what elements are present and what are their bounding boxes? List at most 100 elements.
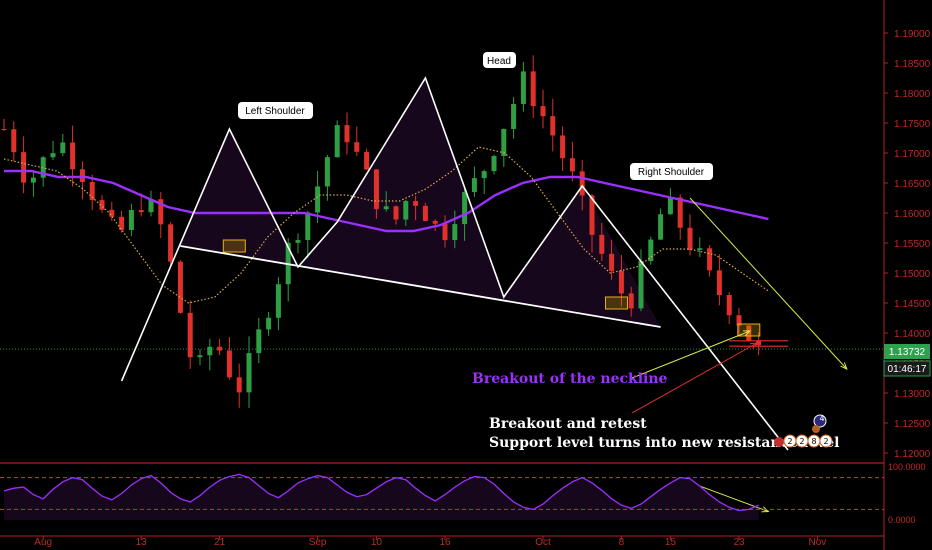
candle-body [579,171,585,196]
y-tick-label: 1.15500 [894,239,931,250]
candle-body [393,206,399,220]
candle-body [344,125,350,143]
y-tick-label: 1.15000 [894,269,931,280]
retest-arrow [631,342,758,414]
candle-body [618,270,624,294]
candle-body [716,270,722,296]
candle-body [30,177,36,183]
support-highlight-box [737,323,761,337]
candle-body [217,346,223,351]
candle-body [226,350,232,378]
x-tick-label: Aug [34,537,52,548]
breakout-arrow-head [742,330,752,337]
candle-body [128,210,134,230]
candle-body [413,201,419,206]
candle-body [550,116,556,136]
candle-body [324,157,330,187]
candle-body [246,353,252,393]
retest-annotation-line2: Support level turns into new resistance … [489,435,840,451]
candle-body [628,293,634,309]
candle-body [462,192,468,225]
current-price-tag: 1.13732 01:46:17 [883,344,931,377]
candle-body [79,169,85,183]
badge-top: 4 [819,414,824,423]
current-price: 1.13732 [889,347,926,358]
reaction-badges[interactable]: 4 2 2 8 2 [774,414,833,448]
oscillator-panel: 100.0000 0.0000 [0,462,926,525]
candle-body [609,253,615,271]
candle-body [305,212,311,241]
sma-50-line [3,146,769,304]
trend-arrow-head [840,362,848,370]
candle-body [432,220,438,224]
candle-body [334,125,340,158]
pattern-zigzag [120,76,789,451]
badge-2: 2 [799,437,804,446]
left-shoulder-label: Left Shoulder [245,106,305,117]
candle-body [403,201,409,220]
candle-body [364,151,370,170]
candle-body [648,239,654,262]
neckline [180,245,661,328]
x-tick-label: Sep [309,537,327,548]
osc-tick-label: 100.0000 [888,462,926,472]
y-tick-label: 1.18000 [894,89,931,100]
x-tick-label: 21 [214,537,226,548]
y-tick-label: 1.13000 [894,389,931,400]
candle-body [736,315,742,326]
candle-body [599,234,605,254]
head-and-shoulders-pattern [120,76,848,513]
candle-body [560,135,566,159]
candle-body [1,129,7,130]
retest-annotation-line1: Breakout and retest [489,416,647,432]
sma-200-line [4,169,769,233]
support-highlight-box [605,296,628,310]
candle-body [236,377,242,393]
candle-body [148,199,154,213]
moving-averages [3,146,769,304]
badge-4: 2 [823,437,828,446]
candle-body [207,346,213,356]
x-tick-label: 16 [439,537,451,548]
candle-body [687,227,693,250]
candle-body [109,209,115,217]
head-label: Head [487,56,511,67]
candle-body [746,325,752,341]
candle-body [168,224,174,262]
candle-body [638,261,644,309]
candle-body [197,355,203,358]
candle-body [677,197,683,228]
y-tick-label: 1.14500 [894,299,931,310]
trend-arrow [689,197,848,370]
candle-body [726,295,732,316]
candle-body [540,106,546,117]
candle-body [530,71,536,107]
candle-body [275,284,281,318]
candle-body [756,340,762,346]
x-tick-label: 13 [136,537,148,548]
y-tick-label: 1.16000 [894,209,931,220]
candle-body [373,169,379,210]
candle-body [471,178,477,193]
candle-body [491,155,497,172]
candle-body [383,206,389,210]
y-tick-label: 1.14000 [894,329,931,340]
candle-body [589,195,595,235]
label-head: Head [483,52,516,68]
candle-body [452,224,458,241]
candle-body [481,171,487,179]
candle-body [315,186,321,213]
candle-body [70,142,76,170]
candle-body [177,261,183,313]
candle-body [667,197,673,215]
support-highlight-box [222,239,246,253]
candle-body [40,157,46,178]
candle-body [266,317,272,330]
x-tick-label: 8 [619,537,625,548]
y-tick-label: 1.12500 [894,419,931,430]
y-tick-label: 1.19000 [894,29,931,40]
y-tick-label: 1.18500 [894,59,931,70]
y-tick-label: 1.17000 [894,149,931,160]
candle-body [422,205,428,221]
